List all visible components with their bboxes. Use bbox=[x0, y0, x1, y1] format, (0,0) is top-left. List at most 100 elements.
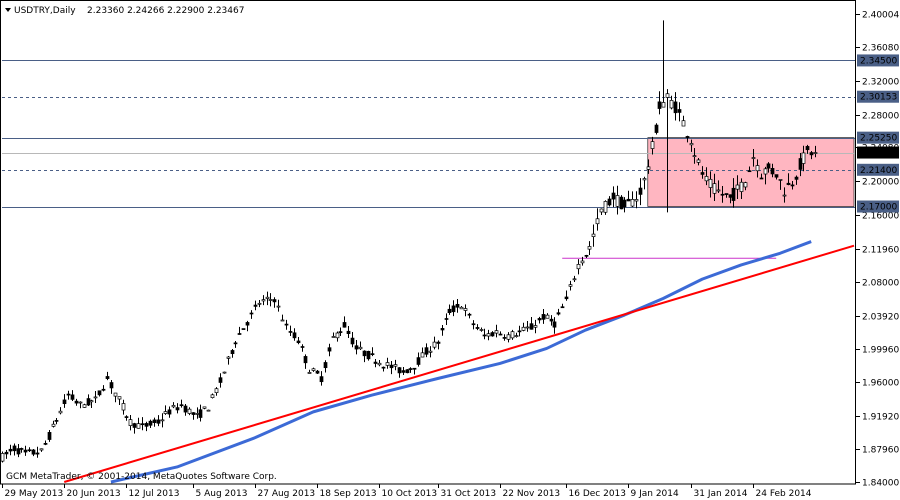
candle-body bbox=[479, 329, 484, 331]
candle-body bbox=[257, 302, 262, 305]
candle-body bbox=[148, 420, 153, 426]
candle-body bbox=[506, 334, 511, 340]
candle-body bbox=[4, 451, 9, 455]
candle-body bbox=[805, 146, 810, 151]
candle-body bbox=[241, 328, 246, 330]
candle-body bbox=[708, 178, 713, 188]
y-tick-label: 2.36080 bbox=[862, 44, 899, 54]
candle-body bbox=[342, 322, 347, 328]
y-tick-label: 2.03920 bbox=[862, 313, 899, 323]
candle-body bbox=[350, 337, 355, 345]
candle-body bbox=[132, 423, 137, 428]
candle-body bbox=[731, 187, 736, 201]
candle-body bbox=[210, 394, 215, 398]
x-tick-label: 9 Jan 2014 bbox=[631, 489, 679, 499]
candle-body bbox=[237, 333, 242, 335]
level-badge-0-text: 2.34500 bbox=[860, 56, 897, 66]
candle-body bbox=[156, 419, 161, 424]
candle-body bbox=[692, 155, 697, 158]
candle-body bbox=[187, 408, 192, 414]
current-price-badge-bg bbox=[857, 146, 899, 159]
candle-body bbox=[327, 347, 332, 352]
candle-body bbox=[124, 416, 129, 418]
candle-body bbox=[572, 278, 577, 281]
candle-body bbox=[580, 260, 585, 264]
level-badge-2-text: 2.25250 bbox=[860, 134, 897, 144]
candle-body bbox=[770, 168, 775, 175]
x-tick-label: 22 Nov 2013 bbox=[503, 489, 561, 499]
candle-body bbox=[58, 410, 63, 414]
level-badge-1-bg bbox=[857, 90, 899, 103]
candle-body bbox=[689, 143, 694, 146]
candle-body bbox=[370, 353, 375, 356]
collapse-triangle-icon[interactable] bbox=[5, 8, 11, 12]
candle-body bbox=[366, 350, 371, 360]
candle-body bbox=[315, 370, 320, 374]
candle-body bbox=[467, 313, 472, 316]
candle-body bbox=[521, 326, 526, 331]
candle-body bbox=[113, 392, 118, 397]
y-tick-label: 1.84000 bbox=[862, 479, 899, 489]
candle-body bbox=[724, 193, 729, 195]
candle-body bbox=[284, 323, 289, 326]
candle-body bbox=[66, 393, 71, 396]
candle-body bbox=[545, 314, 550, 319]
candle-body bbox=[416, 357, 421, 365]
candle-body bbox=[323, 362, 328, 369]
candle-body bbox=[226, 356, 231, 359]
y-axis: 2.400042.360802.320002.280002.240802.200… bbox=[856, 11, 899, 489]
candle-body bbox=[813, 152, 818, 154]
candle-body bbox=[311, 368, 316, 371]
candle-body bbox=[206, 409, 211, 412]
candle-body bbox=[634, 199, 639, 202]
x-tick-label: 27 Aug 2013 bbox=[258, 489, 316, 499]
copyright-text: GCM MetaTrader, © 2001-2014, MetaQuotes … bbox=[6, 472, 277, 482]
moving-average-line bbox=[110, 240, 812, 484]
candle-body bbox=[451, 305, 456, 313]
candle-body bbox=[97, 390, 102, 396]
candle-body bbox=[541, 314, 546, 320]
candle-body bbox=[117, 396, 122, 400]
candle-body bbox=[152, 419, 157, 424]
candle-body bbox=[560, 306, 565, 309]
level-badge-2-bg bbox=[857, 131, 899, 144]
candle-body bbox=[424, 347, 429, 355]
candle-body bbox=[603, 201, 608, 213]
candle-body bbox=[82, 404, 87, 408]
plot-area bbox=[0, 0, 856, 484]
x-tick-label: 5 Aug 2013 bbox=[196, 489, 248, 499]
candle-body bbox=[587, 246, 592, 250]
candle-body bbox=[595, 218, 600, 225]
y-axis-badges: 2.34500 2.30153 2.25250 2.21400 2.17000 2.234… bbox=[857, 54, 899, 213]
candle-body bbox=[669, 100, 674, 109]
candle-body bbox=[377, 362, 382, 366]
candle-body bbox=[373, 361, 378, 364]
candle-body bbox=[222, 371, 227, 374]
candle-body bbox=[354, 345, 359, 350]
candle-body bbox=[471, 323, 476, 326]
candle-body bbox=[136, 423, 141, 429]
candle-body bbox=[517, 330, 522, 333]
y-tick-label: 2.16000 bbox=[862, 212, 899, 222]
candle-body bbox=[533, 325, 538, 328]
candle-body bbox=[615, 195, 620, 207]
candle-body bbox=[514, 335, 519, 337]
candle-body bbox=[171, 405, 176, 408]
y-tick-label: 2.11960 bbox=[862, 246, 899, 256]
candle-body bbox=[432, 341, 437, 348]
candle-body bbox=[809, 152, 814, 156]
candle-body bbox=[338, 331, 343, 333]
x-tick-label: 20 Jun 2013 bbox=[67, 489, 121, 499]
candle-body bbox=[140, 423, 145, 426]
candle-body bbox=[657, 101, 662, 109]
chart-header: USDTRY,Daily 2.23360 2.24266 2.22900 2.2… bbox=[5, 6, 244, 16]
x-tick-label: 24 Feb 2014 bbox=[756, 489, 812, 499]
candle-body bbox=[646, 166, 651, 170]
candle-body bbox=[743, 182, 748, 188]
candle-body bbox=[763, 168, 768, 175]
candle-body bbox=[529, 323, 534, 330]
candle-body bbox=[786, 182, 791, 185]
candle-body bbox=[728, 194, 733, 198]
candle-body bbox=[455, 303, 460, 308]
